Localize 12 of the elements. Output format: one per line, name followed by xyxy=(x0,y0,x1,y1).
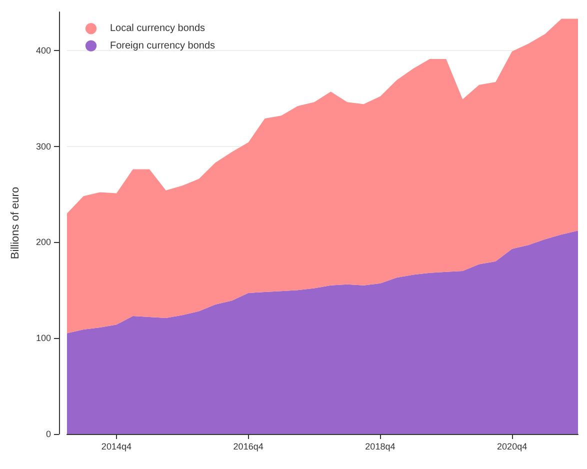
y-tick-label: 200 xyxy=(36,237,51,248)
y-tick-label: 0 xyxy=(46,429,51,439)
x-tick-label: 2014q4 xyxy=(101,442,132,452)
y-tick-label: 400 xyxy=(36,45,51,56)
y-axis-title: Billions of euro xyxy=(10,186,22,260)
x-tick-label: 2020q4 xyxy=(497,442,528,452)
x-tick-label: 2018q4 xyxy=(365,442,396,452)
legend-label: Local currency bonds xyxy=(110,23,206,34)
y-tick-label: 100 xyxy=(36,333,51,344)
y-tick-label: 300 xyxy=(36,141,51,152)
x-tick-label: 2016q4 xyxy=(233,442,264,452)
legend-label: Foreign currency bonds xyxy=(110,40,216,52)
